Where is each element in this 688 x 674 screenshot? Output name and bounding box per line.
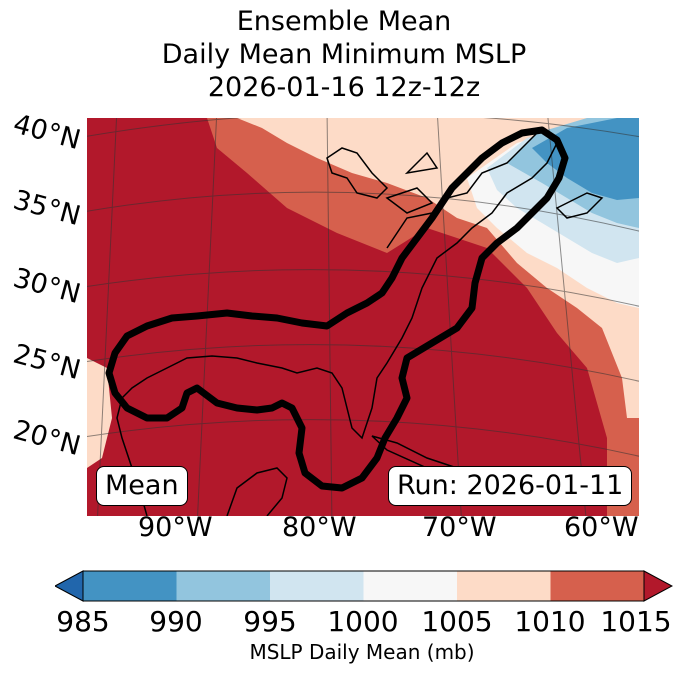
great-lakes (326, 147, 439, 214)
lat-label-35: 35°N (9, 184, 84, 233)
colorbar (55, 570, 673, 602)
cbar-bin-995-1000 (270, 571, 364, 601)
cbar-tick-995: 995 (243, 605, 297, 638)
cbar-extend-high (643, 570, 673, 602)
title-line-3: 2026-01-16 12z-12z (207, 72, 481, 103)
cbar-tick-1010: 1010 (514, 605, 586, 638)
cbar-tick-1015: 1015 (600, 605, 672, 638)
map-panel (87, 118, 639, 516)
title-line-2: Daily Mean Minimum MSLP (161, 39, 527, 70)
graticule (87, 118, 639, 516)
lat-label-20: 20°N (9, 414, 84, 463)
map-svg (87, 118, 639, 516)
title-line-1: Ensemble Mean (236, 6, 452, 37)
colorbar-label: MSLP Daily Mean (mb) (249, 640, 475, 664)
cbar-tick-985: 985 (56, 605, 110, 638)
lat-label-30: 30°N (9, 262, 84, 311)
cbar-tick-1005: 1005 (421, 605, 493, 638)
run-label-box: Run: 2026-01-11 (388, 466, 633, 506)
yucatan (226, 467, 288, 516)
lat-label-40: 40°N (9, 108, 84, 157)
lon-label-70w: 70°W (422, 512, 497, 543)
cbar-extend-low (55, 570, 84, 602)
lat-label-25: 25°N (9, 338, 84, 387)
mean-label-box: Mean (96, 466, 188, 506)
east-coast (116, 126, 558, 516)
storm-track-outline (105, 126, 569, 492)
lon-label-80w: 80°W (282, 512, 357, 543)
lon-label-90w: 90°W (138, 512, 213, 543)
cbar-bin-1005-1010 (457, 571, 551, 601)
cbar-bin-1000-1005 (363, 571, 457, 601)
lon-label-60w: 60°W (564, 512, 639, 543)
nova-scotia (555, 192, 604, 219)
cbar-bin-985-990 (83, 571, 177, 601)
cbar-tick-990: 990 (149, 605, 203, 638)
cbar-bin-990-995 (176, 571, 270, 601)
fill-sw-pale (87, 358, 112, 468)
cbar-bin-1010-1015 (550, 571, 644, 601)
cbar-tick-1000: 1000 (327, 605, 399, 638)
